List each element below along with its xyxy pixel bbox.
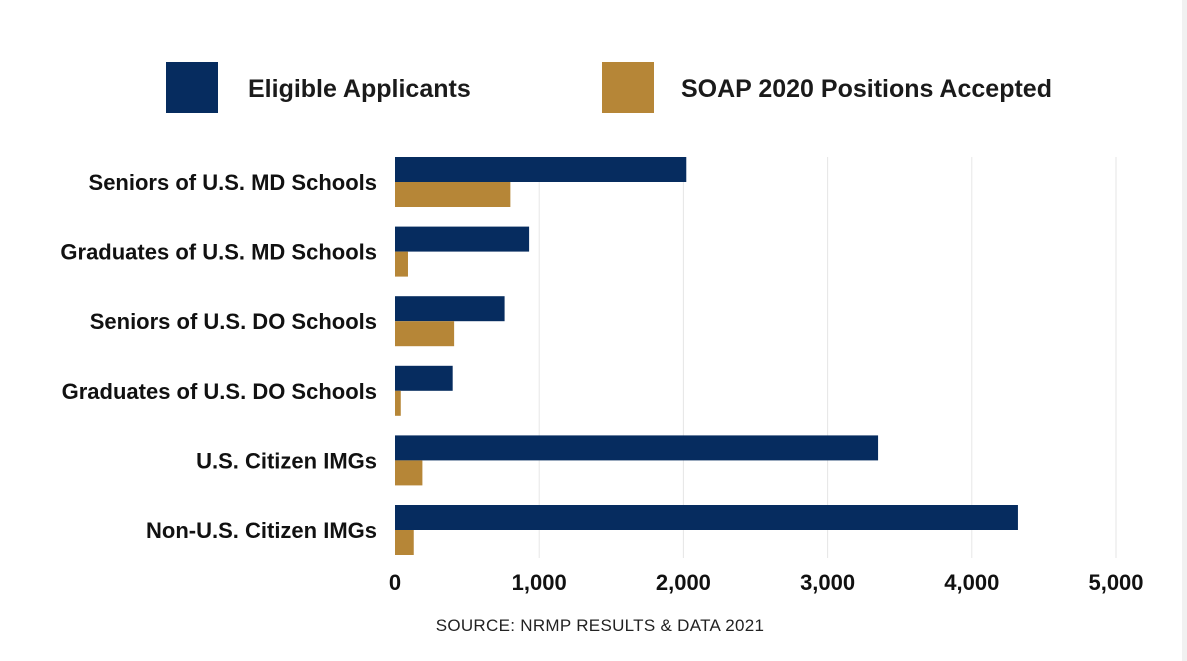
- bar-soap-positions: [395, 321, 455, 347]
- gridlines: [538, 157, 1117, 558]
- bar-soap-positions: [395, 251, 408, 277]
- bar-soap-positions: [395, 460, 423, 486]
- category-label: Graduates of U.S. DO Schools: [62, 379, 377, 404]
- x-tick-label: 4,000: [944, 570, 999, 595]
- bar-eligible-applicants: [395, 157, 687, 182]
- bar-eligible-applicants: [395, 226, 530, 252]
- legend-swatch-eligible-applicants: [166, 62, 218, 113]
- legend: Eligible Applicants SOAP 2020 Positions …: [166, 62, 1052, 113]
- category-label: U.S. Citizen IMGs: [196, 448, 377, 473]
- category-label: Seniors of U.S. MD Schools: [89, 170, 377, 195]
- x-tick-label: 2,000: [656, 570, 711, 595]
- legend-label-soap-positions: SOAP 2020 Positions Accepted: [681, 75, 1052, 103]
- bar-eligible-applicants: [395, 296, 505, 322]
- bar-eligible-applicants: [395, 365, 453, 391]
- legend-label-eligible-applicants: Eligible Applicants: [248, 75, 471, 103]
- bar-soap-positions: [395, 530, 414, 555]
- x-tick-labels: 0 1,000 2,000 3,000 4,000 5,000: [389, 570, 1144, 595]
- x-tick-label: 3,000: [800, 570, 855, 595]
- category-label: Graduates of U.S. MD Schools: [60, 240, 377, 265]
- bar-soap-positions: [395, 182, 511, 207]
- x-tick-label: 5,000: [1088, 570, 1143, 595]
- category-label: Seniors of U.S. DO Schools: [90, 309, 377, 334]
- bar-eligible-applicants: [395, 435, 879, 461]
- x-tick-label: 0: [389, 570, 401, 595]
- source-note: SOURCE: NRMP RESULTS & DATA 2021: [436, 616, 765, 635]
- legend-swatch-soap-positions: [602, 62, 654, 113]
- x-tick-label: 1,000: [512, 570, 567, 595]
- bar-eligible-applicants: [395, 505, 1018, 530]
- bar-soap-positions: [395, 390, 401, 416]
- category-label: Non-U.S. Citizen IMGs: [146, 518, 377, 543]
- page-edge: [1182, 0, 1187, 661]
- category-labels: Seniors of U.S. MD Schools Graduates of U…: [60, 170, 377, 543]
- bars: [395, 157, 1018, 555]
